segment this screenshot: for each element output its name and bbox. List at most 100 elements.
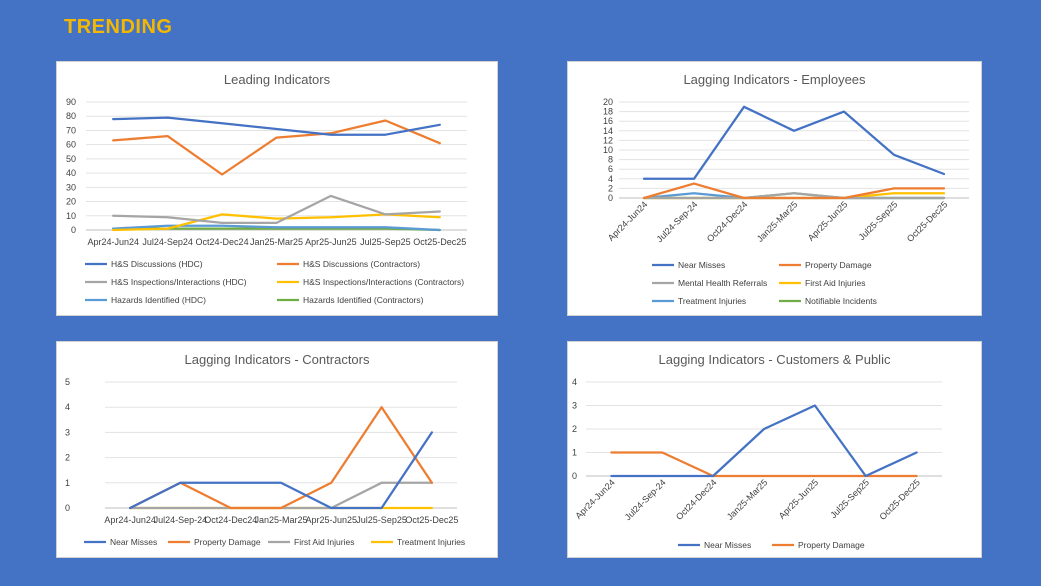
legend-label: Near Misses — [678, 260, 725, 270]
data-point — [693, 197, 695, 199]
x-tick-label: Jul24-Sep-24 — [654, 199, 699, 244]
data-point — [661, 451, 663, 454]
y-tick-label: 10 — [66, 211, 76, 221]
y-tick-label: 50 — [66, 154, 76, 164]
legend-label: First Aid Injuries — [294, 537, 354, 547]
data-point — [167, 216, 169, 218]
legend-label: Hazards Identified (Contractors) — [303, 295, 424, 305]
data-point — [439, 142, 441, 144]
y-tick-label: 4 — [608, 174, 613, 184]
x-tick-label: Jul24-Sep-24 — [154, 515, 208, 525]
chart-title: Lagging Indicators - Contractors — [185, 352, 370, 367]
data-point — [280, 507, 282, 509]
legend-label: Property Damage — [194, 537, 261, 547]
data-point — [221, 227, 223, 230]
data-point — [179, 482, 182, 484]
data-point — [643, 178, 645, 180]
y-tick-label: 16 — [603, 116, 613, 126]
data-point — [230, 507, 232, 509]
data-point — [693, 192, 695, 194]
data-point — [221, 122, 223, 124]
y-tick-label: 90 — [66, 97, 76, 107]
y-tick-label: 14 — [603, 126, 613, 136]
legend-label: Treatment Injuries — [397, 537, 465, 547]
data-point — [439, 229, 441, 231]
y-tick-label: 30 — [66, 182, 76, 192]
data-point — [814, 475, 816, 477]
data-point — [275, 222, 278, 224]
y-tick-label: 4 — [65, 402, 70, 412]
y-tick-label: 70 — [66, 125, 76, 135]
data-point — [693, 178, 695, 180]
data-point — [893, 192, 895, 194]
y-tick-label: 10 — [603, 145, 613, 155]
data-point — [275, 218, 278, 220]
data-point — [129, 507, 131, 509]
y-tick-label: 3 — [65, 427, 70, 437]
y-tick-label: 0 — [65, 503, 70, 513]
data-point — [943, 173, 945, 175]
data-point — [943, 192, 945, 194]
chart-title: Lagging Indicators - Employees — [683, 72, 866, 87]
y-tick-label: 0 — [71, 225, 76, 235]
y-tick-label: 20 — [603, 97, 613, 107]
legend-label: First Aid Injuries — [805, 278, 865, 288]
data-point — [330, 226, 332, 228]
data-point — [275, 226, 278, 228]
data-point — [893, 154, 895, 156]
data-point — [439, 124, 441, 126]
data-point — [712, 475, 714, 477]
legend-label: H&S Inspections/Interactions (Contractor… — [303, 277, 464, 287]
data-point — [384, 119, 386, 122]
chart-panel-lagging-customers-public: Lagging Indicators - Customers & Public 0… — [567, 341, 982, 558]
data-point — [167, 135, 169, 137]
y-tick-label: 40 — [66, 168, 76, 178]
x-tick-label: Oct24-Dec24 — [196, 237, 249, 247]
y-tick-label: 5 — [65, 377, 70, 387]
x-tick-label: Jul25-Sep25 — [360, 237, 411, 247]
x-tick-label: Jan25-Mar25 — [755, 199, 800, 244]
data-point — [843, 197, 845, 199]
data-point — [431, 507, 433, 509]
y-tick-label: 6 — [608, 164, 613, 174]
data-point — [814, 404, 816, 407]
x-tick-label: Oct25-Dec25 — [405, 515, 458, 525]
y-tick-label: 2 — [608, 183, 613, 193]
y-tick-label: 80 — [66, 111, 76, 121]
data-point — [275, 136, 278, 139]
data-point — [167, 117, 169, 119]
x-tick-label: Jul25-Sep25 — [857, 199, 900, 242]
x-tick-label: Apr25-Jun25 — [806, 199, 850, 243]
x-tick-label: Jul24-Sep24 — [142, 237, 193, 247]
y-tick-label: 0 — [608, 193, 613, 203]
data-point — [661, 475, 663, 477]
legend-label: Property Damage — [805, 260, 872, 270]
data-point — [610, 475, 613, 477]
y-tick-label: 1 — [572, 448, 577, 458]
series-line-near-misses — [610, 404, 918, 478]
y-tick-label: 12 — [603, 135, 613, 145]
data-point — [167, 227, 169, 230]
data-point — [330, 216, 332, 218]
data-point — [643, 197, 645, 199]
chart-panel-lagging-employees: Lagging Indicators - Employees 0 2 4 6 8 10 12 1… — [567, 61, 982, 316]
legend-label: Notifiable Incidents — [805, 296, 877, 306]
legend-label: Hazards Identified (HDC) — [111, 295, 206, 305]
data-point — [763, 475, 765, 477]
y-tick-label: 2 — [65, 453, 70, 463]
data-point — [167, 225, 169, 227]
data-point — [793, 192, 795, 194]
y-tick-label: 8 — [608, 155, 613, 165]
legend-label: Treatment Injuries — [678, 296, 746, 306]
data-point — [610, 451, 613, 454]
series-line-near-misses — [128, 431, 434, 510]
x-tick-label: Apr25-Jun25 — [306, 515, 358, 525]
series-line-near-misses — [642, 105, 946, 180]
data-point — [943, 187, 945, 189]
legend-label: Near Misses — [704, 540, 751, 550]
data-point — [221, 173, 223, 176]
data-point — [179, 507, 182, 509]
x-tick-label: Jan25-Mar25 — [254, 515, 307, 525]
data-point — [793, 197, 795, 199]
data-point — [112, 118, 114, 120]
